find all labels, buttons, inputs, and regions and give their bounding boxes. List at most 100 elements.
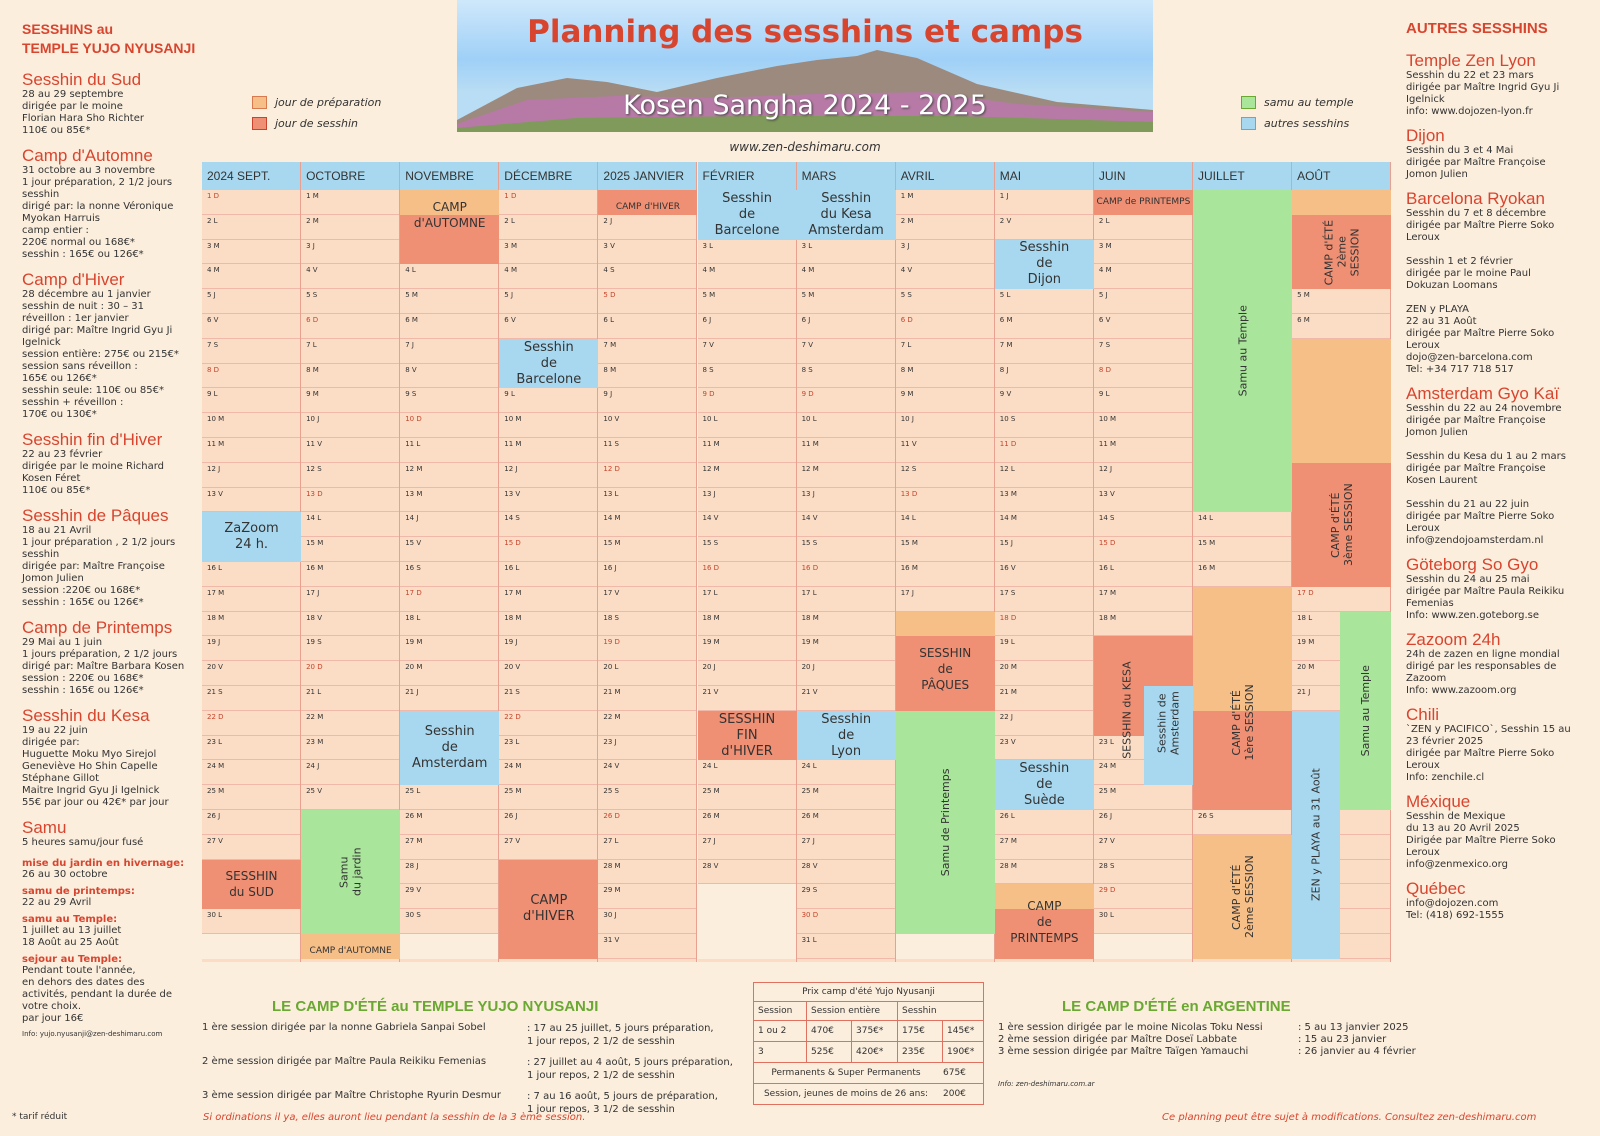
day-cell: 18 M xyxy=(697,612,796,637)
day-cell: 6 M xyxy=(994,314,1093,339)
day-cell: 14 L xyxy=(895,512,994,538)
calendar-event: CAMP d'HIVER xyxy=(598,190,698,215)
day-cell: 5 J xyxy=(202,289,301,314)
day-cell: 10 S xyxy=(994,413,1093,438)
day-cell: 21 L xyxy=(895,686,994,711)
day-cell: 22 V xyxy=(400,711,499,736)
day-cell: 19 S xyxy=(1193,636,1292,662)
left-block-title: Sesshin du Kesa xyxy=(22,706,150,725)
day-cell: 29 D xyxy=(499,884,598,910)
day-cell: 30 L xyxy=(1093,909,1192,934)
day-cell: 14 L xyxy=(301,512,400,538)
day-cell: 27 D xyxy=(1193,835,1292,860)
day-cell: 4 M xyxy=(499,264,598,290)
day-cell: 11 M xyxy=(1093,438,1192,463)
day-cell: 20 J xyxy=(796,661,895,686)
left-block: Sesshin fin d'Hiver 22 au 23 février diri… xyxy=(22,430,202,497)
footer-note: Ce planning peut être sujet à modificati… xyxy=(1162,1112,1537,1123)
day-cell: 10 L xyxy=(796,413,895,438)
day-cell: 26 L xyxy=(994,810,1093,835)
day-cell: 9 L xyxy=(202,388,301,414)
day-cell: 13 V xyxy=(202,488,301,513)
day-cell: 10 M xyxy=(499,413,598,438)
left-block-text: 28 décembre au 1 janvier sesshin de nuit… xyxy=(22,289,179,420)
day-cell: 17 D xyxy=(400,587,499,612)
day-cell: 22 V xyxy=(1292,711,1391,736)
day-cell: 25 V xyxy=(895,785,994,810)
day-cell: 25 L xyxy=(400,785,499,810)
day-cell: 28 M xyxy=(598,860,697,885)
day-cell: 10 L xyxy=(697,413,796,438)
day-cell: 23 L xyxy=(202,736,301,761)
day-cell: 26 S xyxy=(301,810,400,835)
day-cell: 3 L xyxy=(796,240,895,265)
day-cell: 30 J xyxy=(598,909,697,934)
day-cell: 8 M xyxy=(1193,364,1292,389)
day-cell: 4 V xyxy=(1193,264,1292,290)
day-cell: 24 L xyxy=(697,760,796,786)
day-cell: 21 J xyxy=(400,686,499,711)
day-cell: 30 L xyxy=(499,909,598,934)
samu-item: mise du jardin en hivernage: 26 au 30 oct… xyxy=(22,858,202,881)
samu-items: mise du jardin en hivernage: 26 au 30 oct… xyxy=(22,858,202,1025)
day-cell: 19 S xyxy=(895,636,994,662)
right-block-text: Sesshin du 7 et 8 décembre dirigée par M… xyxy=(1406,208,1555,375)
day-cell: 27 V xyxy=(202,835,301,860)
event-label: ZEN y PLAYA au 31 Août xyxy=(1309,768,1323,902)
day-cell: 14 M xyxy=(994,512,1093,538)
day-cell: 30 S xyxy=(1292,909,1391,934)
event-label: CAMP d'HIVER xyxy=(523,893,575,925)
day-cell: 19 M xyxy=(796,636,895,662)
day-cell: 5 D xyxy=(598,289,697,314)
event-label: Sesshin du Kesa Amsterdam xyxy=(808,190,884,238)
calendar-event: Sesshin de Lyon xyxy=(796,710,896,761)
day-cell: 30 M xyxy=(1193,909,1292,934)
day-cell: 23 D xyxy=(697,736,796,761)
day-cell: 14 S xyxy=(202,512,301,538)
tarif-note: * tarif réduit xyxy=(12,1112,68,1122)
day-cell: 13 D xyxy=(301,488,400,513)
day-cell: 31 J xyxy=(301,934,400,959)
day-cell: 8 V xyxy=(400,364,499,389)
samu-item-title: mise du jardin en hivernage: xyxy=(22,858,185,869)
left-block-title: Camp d'Automne xyxy=(22,146,153,165)
day-cell: 21 L xyxy=(301,686,400,711)
day-cell: 28 L xyxy=(1193,860,1292,885)
day-cell: 24 J xyxy=(301,760,400,786)
price-cell: 420€* xyxy=(852,1042,898,1062)
day-cell: 20 V xyxy=(202,661,301,686)
right-block-title: Québec xyxy=(1406,879,1466,898)
day-cell: 30 M xyxy=(895,909,994,934)
samu-item: samu au Temple: 1 juillet au 13 juillet 1… xyxy=(22,914,202,949)
right-block-text: Sesshin du 24 au 25 mai dirigée par Maît… xyxy=(1406,574,1565,621)
left-block-title: Camp de Printemps xyxy=(22,618,173,637)
day-cell: 8 S xyxy=(796,364,895,389)
event-label: CAMP d'AUTOMNE xyxy=(309,945,392,956)
day-cell: 12 M xyxy=(400,463,499,488)
day-cell: 4 S xyxy=(598,264,697,290)
day-cell: 7 L xyxy=(895,339,994,364)
right-block-text: `ZEN y PACIFICO`, Sesshin 15 au 23 févri… xyxy=(1406,724,1571,783)
day-cell: 12 J xyxy=(202,463,301,488)
day-cell: 24 V xyxy=(598,760,697,786)
day-cell: 27 V xyxy=(499,835,598,860)
calendar-event: Sesshin de Amsterdam xyxy=(400,710,500,786)
day-cell: 18 V xyxy=(895,612,994,637)
calendar-event: CAMP d'ÉTÉ 2ème SESSION xyxy=(1193,834,1293,959)
day-cell: 29 M xyxy=(598,884,697,910)
day-cell: 10 J xyxy=(1193,413,1292,438)
day-cell: 17 D xyxy=(1292,587,1391,612)
day-cell: 1 V xyxy=(400,190,499,215)
event-label: Samu de Printemps xyxy=(938,768,952,877)
day-cell: 23 V xyxy=(994,736,1093,761)
day-cell: 25 M xyxy=(796,785,895,810)
day-cell: 3 J xyxy=(895,240,994,265)
left-block-text: 5 heures samu/jour fusé xyxy=(22,837,144,848)
day-cell: 16 L xyxy=(1093,562,1192,587)
day-cell: 22 S xyxy=(796,711,895,736)
event-label: CAMP de PRINTEMPS xyxy=(1096,197,1191,208)
left-block: Samu 5 heures samu/jour fusé xyxy=(22,818,202,849)
yujo-row: 2 ème session dirigée par Maître Paula R… xyxy=(202,1056,742,1082)
day-cell: 20 V xyxy=(1093,661,1192,686)
